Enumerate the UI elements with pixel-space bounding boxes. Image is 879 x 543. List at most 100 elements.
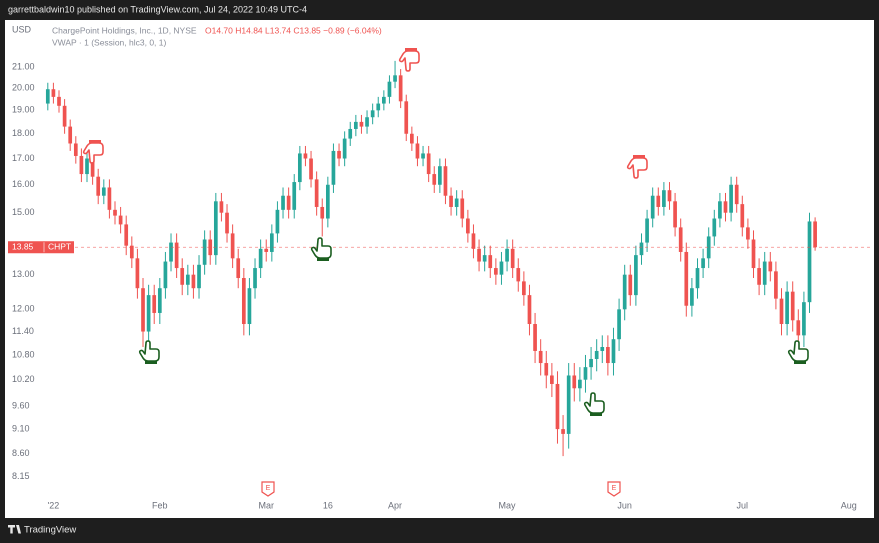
x-tick-label: Apr (388, 500, 402, 510)
candle-body (281, 195, 285, 210)
candle-body (751, 239, 756, 269)
hand-cuff (145, 361, 157, 364)
candle-body (510, 248, 515, 269)
candle-body (320, 206, 325, 219)
candle-body (286, 195, 291, 210)
buy-hand-icon (138, 340, 160, 364)
candle-body (169, 242, 173, 262)
candle-body (426, 153, 431, 175)
candle-body (331, 150, 336, 185)
y-tick-label: 13.00 (12, 269, 35, 279)
candle-body (432, 174, 437, 185)
candle-body (309, 158, 313, 180)
x-tick-label: Mar (258, 500, 274, 510)
candle-body (449, 195, 453, 207)
candle-body (645, 218, 649, 243)
x-tick-label: 16 (323, 500, 333, 510)
buy-hand-icon (787, 340, 809, 364)
candle-body (499, 261, 504, 275)
candle-body (415, 143, 420, 159)
candle-body (600, 347, 605, 351)
sell-hand-icon (398, 48, 420, 72)
candle-body (247, 288, 252, 325)
y-tick-label: 10.80 (12, 349, 35, 359)
candle-body (578, 379, 582, 389)
candle-body (141, 288, 145, 332)
candle-body (370, 110, 375, 118)
symbol-label: CHPT (48, 241, 71, 251)
candle-body (96, 176, 101, 196)
earnings-flag (607, 481, 621, 497)
x-tick-label: Aug (841, 500, 857, 510)
candle-body (589, 358, 593, 368)
candle-body (684, 251, 689, 306)
candle-body (113, 209, 117, 216)
candle-body (555, 383, 560, 430)
candle-body (802, 302, 806, 336)
hand-cuff (405, 48, 417, 51)
candle-body (382, 96, 386, 104)
candle-body (690, 288, 694, 306)
candle-body (718, 201, 722, 219)
candle-body (785, 291, 789, 325)
brand-logo: TradingView (7, 525, 76, 536)
candle-body (118, 215, 123, 225)
last-price-label: 13.85 (12, 241, 34, 251)
candle-body (107, 187, 112, 210)
candle-body (421, 153, 425, 159)
earnings-label: E (266, 485, 271, 492)
candle-body (723, 201, 728, 213)
x-tick-label: Jul (737, 500, 749, 510)
y-unit: USD (12, 24, 32, 34)
candle-body (522, 281, 526, 296)
candle-body (51, 89, 56, 97)
hand-cuff (633, 155, 645, 158)
buy-hand-icon (310, 237, 332, 261)
earnings-label: E (612, 485, 617, 492)
y-tick-label: 17.00 (12, 153, 35, 163)
candle-body (85, 158, 89, 175)
candle-body (393, 75, 397, 82)
candle-body (314, 179, 319, 207)
candle-body (678, 227, 683, 252)
candle-body (505, 248, 509, 262)
candle-body (73, 143, 78, 156)
candle-body (438, 166, 442, 185)
hand-shape (310, 237, 332, 259)
candle-body (673, 201, 677, 228)
candle-body (202, 239, 207, 265)
candle-body (146, 295, 151, 332)
candle-body (527, 295, 532, 325)
chart-title: ChargePoint Holdings, Inc., 1D, NYSE (52, 25, 197, 35)
candle-body (712, 218, 717, 237)
hand-shape (583, 392, 605, 414)
candle-body (779, 298, 784, 325)
candle-body (258, 248, 263, 269)
candle-body (353, 121, 358, 129)
candle-body (219, 201, 224, 213)
candle-body (90, 158, 95, 177)
candle-body (236, 258, 241, 279)
candle-body (572, 375, 577, 389)
hand-cuff (317, 258, 329, 261)
candle-body (241, 278, 246, 325)
candle-body (533, 324, 537, 351)
candle-body (197, 264, 201, 289)
candle-body (443, 166, 448, 196)
candle-body (583, 367, 588, 380)
candle-body (768, 261, 773, 272)
candle-body (606, 347, 610, 364)
candle-body (185, 274, 190, 285)
candle-body (157, 288, 162, 313)
candle-body (398, 75, 403, 102)
chart-area (5, 20, 874, 518)
x-tick-label: May (499, 500, 517, 510)
candle-body (656, 195, 661, 207)
earnings-flag (261, 481, 275, 497)
y-tick-label: 15.00 (12, 207, 35, 217)
candle-body (628, 274, 633, 296)
earnings-marker: E (261, 481, 275, 497)
ohlc-legend: O14.70 H14.84 L13.74 C13.85 −0.89 (−6.04… (205, 25, 382, 35)
x-tick-label: Feb (152, 500, 168, 510)
